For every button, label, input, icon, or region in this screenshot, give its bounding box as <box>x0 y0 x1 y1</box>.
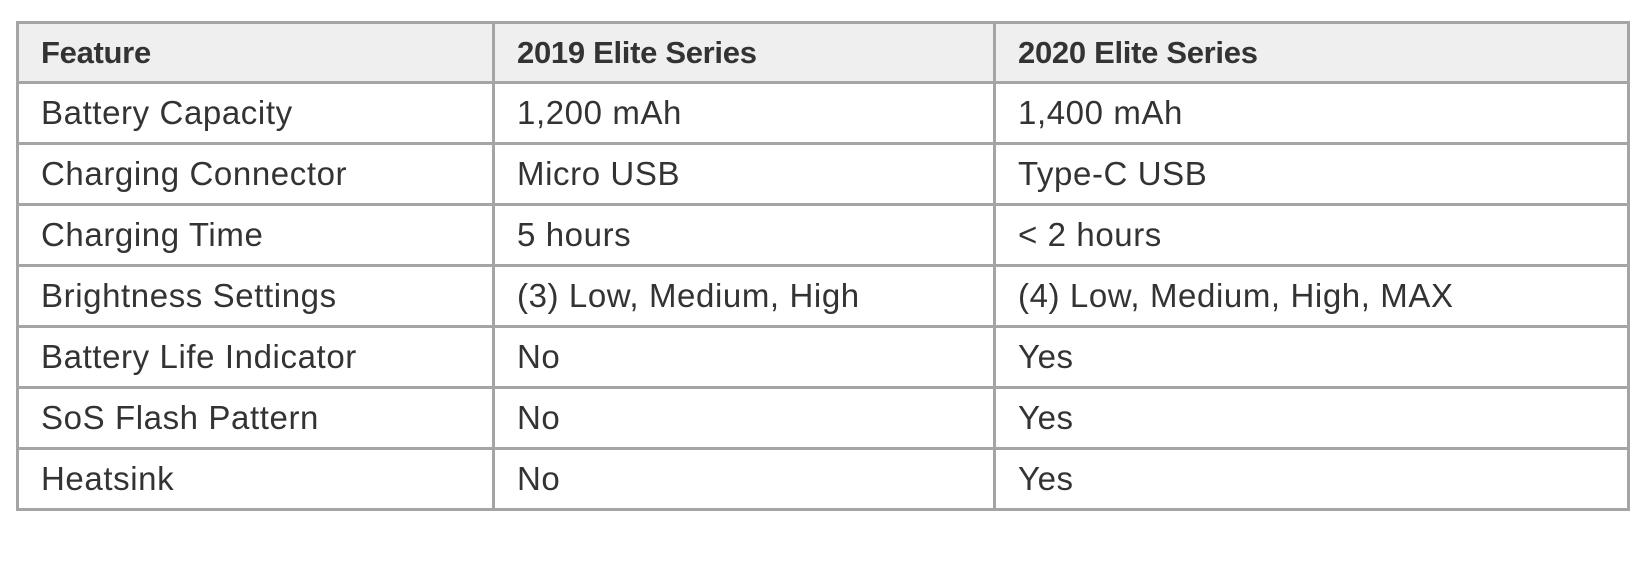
value-2019-cell: 5 hours <box>492 203 996 267</box>
table-row: Charging Connector Micro USB Type-C USB <box>16 142 1630 206</box>
value-2019-cell: Micro USB <box>492 142 996 206</box>
value-2020-cell: Yes <box>993 447 1630 511</box>
header-2020-elite-series: 2020 Elite Series <box>993 21 1630 84</box>
value-2020-cell: Type-C USB <box>993 142 1630 206</box>
feature-cell: SoS Flash Pattern <box>16 386 495 450</box>
header-row: Feature 2019 Elite Series 2020 Elite Ser… <box>16 21 1630 84</box>
comparison-table: Feature 2019 Elite Series 2020 Elite Ser… <box>16 21 1630 511</box>
table-row: Brightness Settings (3) Low, Medium, Hig… <box>16 264 1630 328</box>
table-row: SoS Flash Pattern No Yes <box>16 386 1630 450</box>
table-row: Heatsink No Yes <box>16 447 1630 511</box>
comparison-table-container: Feature 2019 Elite Series 2020 Elite Ser… <box>16 21 1630 511</box>
value-2020-cell: (4) Low, Medium, High, MAX <box>993 264 1630 328</box>
value-2019-cell: No <box>492 386 996 450</box>
table-header: Feature 2019 Elite Series 2020 Elite Ser… <box>16 21 1630 84</box>
header-feature: Feature <box>16 21 495 84</box>
value-2019-cell: (3) Low, Medium, High <box>492 264 996 328</box>
table-row: Charging Time 5 hours < 2 hours <box>16 203 1630 267</box>
feature-cell: Battery Life Indicator <box>16 325 495 389</box>
value-2019-cell: 1,200 mAh <box>492 81 996 145</box>
feature-cell: Charging Time <box>16 203 495 267</box>
feature-cell: Battery Capacity <box>16 81 495 145</box>
feature-cell: Heatsink <box>16 447 495 511</box>
feature-cell: Brightness Settings <box>16 264 495 328</box>
table-row: Battery Life Indicator No Yes <box>16 325 1630 389</box>
value-2020-cell: Yes <box>993 325 1630 389</box>
value-2020-cell: 1,400 mAh <box>993 81 1630 145</box>
table-body: Battery Capacity 1,200 mAh 1,400 mAh Cha… <box>16 81 1630 511</box>
header-2019-elite-series: 2019 Elite Series <box>492 21 996 84</box>
value-2019-cell: No <box>492 325 996 389</box>
value-2019-cell: No <box>492 447 996 511</box>
feature-cell: Charging Connector <box>16 142 495 206</box>
value-2020-cell: Yes <box>993 386 1630 450</box>
value-2020-cell: < 2 hours <box>993 203 1630 267</box>
table-row: Battery Capacity 1,200 mAh 1,400 mAh <box>16 81 1630 145</box>
